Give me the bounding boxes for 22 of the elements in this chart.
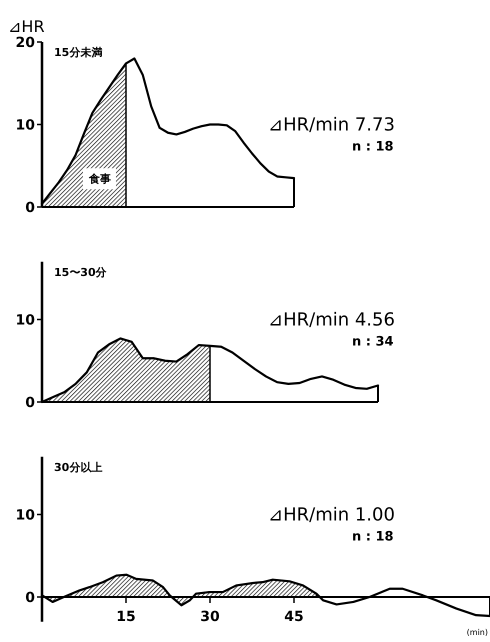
y-tick-label: 0 — [25, 200, 36, 216]
y-axis-title: ⊿HR — [8, 17, 45, 36]
x-tick-label: 45 — [284, 609, 304, 625]
y-tick-label: 20 — [16, 35, 36, 51]
y-tick-label: 10 — [16, 118, 36, 134]
chart-title: 15分未満 — [54, 46, 102, 59]
chart-title: 15〜30分 — [54, 266, 108, 279]
text: n : 18 — [352, 140, 394, 154]
x-axis-title: (min) — [466, 628, 488, 637]
chart-title: 30分以上 — [54, 460, 102, 474]
y-tick-label: 0 — [25, 590, 36, 606]
y-tick-label: 10 — [16, 312, 36, 328]
y-tick-label: 0 — [25, 395, 36, 411]
x-tick-label: 15 — [116, 609, 136, 625]
x-tick-label: 30 — [200, 609, 220, 625]
y-tick-label: 10 — [16, 508, 36, 524]
annotation: ⊿HR/min 4.56 — [268, 310, 395, 330]
annotation: ⊿HR/min 7.73 — [268, 114, 395, 136]
annotation: n : 34 — [352, 334, 394, 350]
annotation: n : 18 — [352, 530, 394, 544]
annotation: ⊿HR/min 1.00 — [268, 504, 395, 526]
annotation: 食事 — [88, 172, 111, 186]
